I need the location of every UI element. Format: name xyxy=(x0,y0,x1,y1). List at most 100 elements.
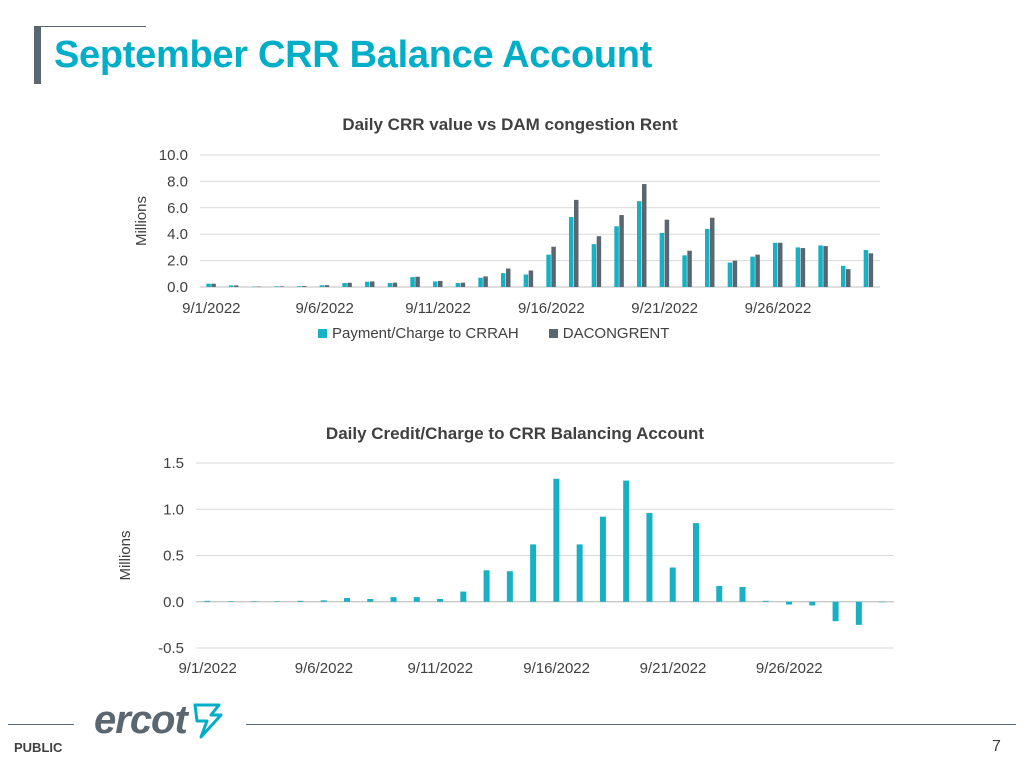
x-tick-label: 9/26/2022 xyxy=(745,300,812,317)
bar xyxy=(234,285,239,287)
bar xyxy=(256,286,262,288)
bar xyxy=(669,567,676,602)
bar xyxy=(501,273,506,287)
legend-label-dacongrent: DACONGRENT xyxy=(562,325,670,342)
bar xyxy=(546,254,551,287)
bar xyxy=(795,247,801,287)
y-tick-label: 10.0 xyxy=(159,147,188,164)
bar xyxy=(274,601,281,602)
y-tick-label: 0.0 xyxy=(163,594,184,611)
ercot-logo: ercot xyxy=(94,698,225,743)
bar xyxy=(778,242,783,287)
x-tick-label: 9/6/2022 xyxy=(295,300,353,317)
bar xyxy=(863,250,869,287)
bar xyxy=(343,598,350,602)
bar xyxy=(596,236,602,287)
bar xyxy=(274,286,279,287)
bar xyxy=(206,283,211,287)
bar xyxy=(387,283,393,287)
bar xyxy=(818,245,823,287)
bar xyxy=(619,215,624,287)
bar xyxy=(879,601,886,603)
bar xyxy=(229,285,234,287)
bar xyxy=(553,478,560,602)
x-tick-label: 9/16/2022 xyxy=(523,660,590,677)
bar xyxy=(367,598,374,602)
bar xyxy=(786,601,793,605)
bar xyxy=(279,286,284,287)
chart-1-plot: 0.0 2.0 4.0 6.0 8.0 10.0 9/1/2022 9/6/2022 9/11/… xyxy=(133,147,880,317)
bar xyxy=(438,280,443,287)
bar xyxy=(433,281,438,287)
bar xyxy=(642,184,647,287)
legend-item-payment: Payment/Charge to CRRAH xyxy=(318,325,519,342)
bar xyxy=(846,269,851,287)
bar xyxy=(599,516,606,602)
chart-1-title: Daily CRR value vs DAM congestion Rent xyxy=(342,115,678,134)
bar xyxy=(302,286,307,287)
bar xyxy=(755,254,760,287)
y-tick-label: 6.0 xyxy=(167,200,188,217)
y-tick-label: -0.5 xyxy=(158,640,184,657)
bar xyxy=(687,250,692,287)
bar xyxy=(551,246,556,287)
bar xyxy=(390,597,397,602)
x-tick-label: 9/11/2022 xyxy=(405,300,471,317)
bar xyxy=(460,591,467,602)
page-number: 7 xyxy=(992,738,1001,755)
chart-2-title: Daily Credit/Charge to CRR Balancing Acc… xyxy=(325,424,705,443)
x-tick-label: 9/11/2022 xyxy=(407,660,473,677)
bar xyxy=(250,601,257,602)
bar xyxy=(732,260,738,287)
legend-swatch-dacongrent xyxy=(548,329,558,338)
bar xyxy=(483,570,490,602)
bar xyxy=(623,480,630,602)
y-tick-label: 2.0 xyxy=(167,253,188,270)
bar xyxy=(528,270,534,287)
bar xyxy=(591,244,597,287)
bar xyxy=(297,600,304,602)
legend-swatch-payment xyxy=(318,329,327,338)
bar xyxy=(576,544,583,602)
bar xyxy=(727,262,733,287)
bar xyxy=(392,282,398,287)
bar xyxy=(437,598,444,602)
bar xyxy=(574,199,579,287)
bar xyxy=(251,286,257,288)
bar xyxy=(762,600,769,602)
y-tick-label: 8.0 xyxy=(167,173,188,190)
bar xyxy=(413,597,420,602)
bar xyxy=(523,274,529,287)
bar xyxy=(347,282,352,287)
bar xyxy=(773,242,778,287)
bar xyxy=(211,283,216,287)
bar xyxy=(569,217,574,287)
lightning-icon xyxy=(193,703,223,738)
footer-public-label: PUBLIC xyxy=(14,740,63,755)
bar xyxy=(739,586,746,602)
bar xyxy=(664,219,670,287)
bar xyxy=(324,285,330,287)
bar xyxy=(809,601,816,606)
bar xyxy=(530,544,537,602)
title-accent-bar xyxy=(34,26,41,84)
title-rule xyxy=(34,26,146,27)
bar xyxy=(637,201,642,287)
bar xyxy=(832,601,839,622)
bar xyxy=(320,600,327,602)
bar xyxy=(800,248,806,287)
bar xyxy=(319,285,325,287)
x-tick-label: 9/21/2022 xyxy=(640,660,707,677)
x-tick-label: 9/1/2022 xyxy=(182,300,240,317)
y-tick-label: 4.0 xyxy=(167,226,188,243)
bar xyxy=(710,217,715,287)
bar xyxy=(705,228,710,287)
bar xyxy=(841,265,846,287)
bar xyxy=(297,286,302,287)
y-tick-label: 0.5 xyxy=(163,548,184,565)
y-axis-label: Millions xyxy=(117,530,134,580)
bar xyxy=(614,226,619,287)
bar xyxy=(506,268,511,287)
slide-title: September CRR Balance Account xyxy=(54,34,653,76)
